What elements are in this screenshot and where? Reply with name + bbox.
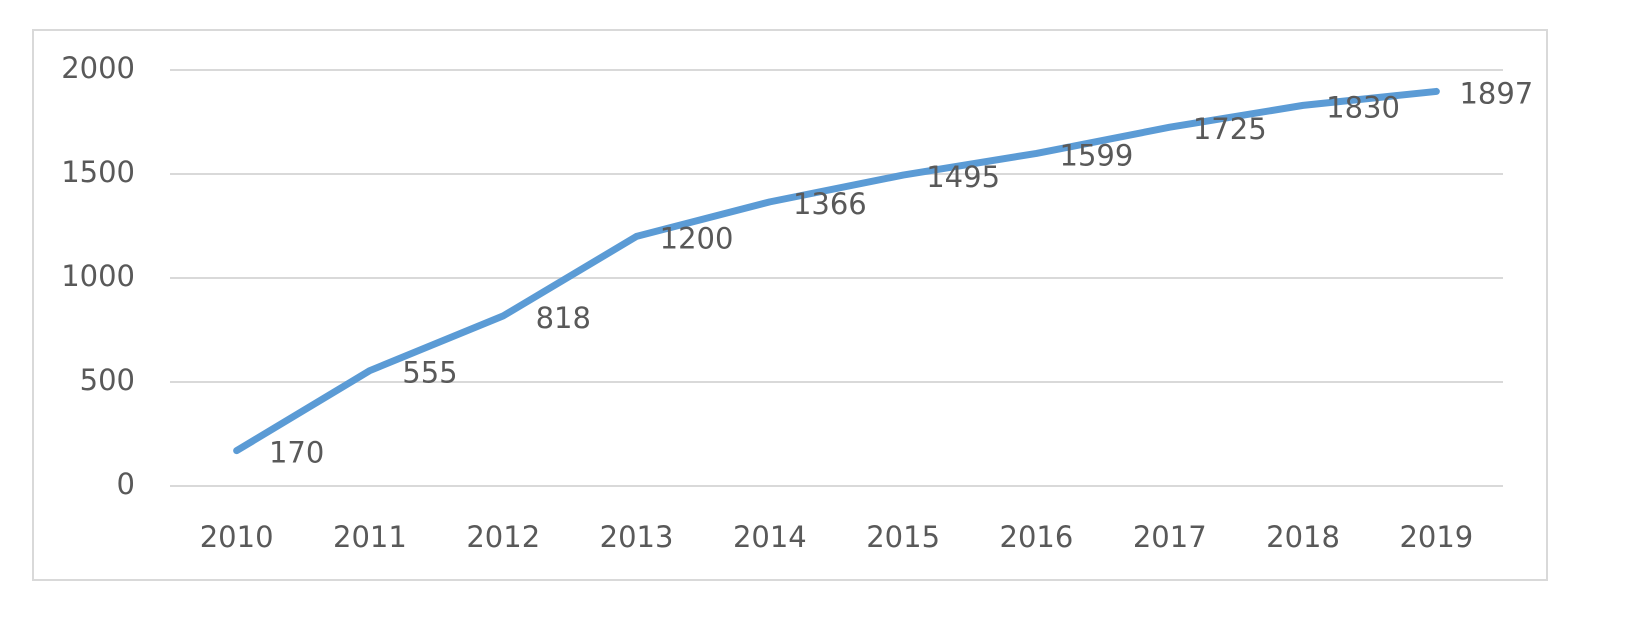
- data-label: 818: [536, 301, 591, 335]
- data-label: 1200: [660, 221, 734, 255]
- x-tick-label: 2010: [200, 520, 274, 554]
- x-tick-label: 2012: [466, 520, 540, 554]
- data-label: 1725: [1193, 112, 1267, 146]
- data-label: 170: [269, 436, 324, 470]
- data-label: 1366: [793, 187, 867, 221]
- data-label: 1495: [926, 160, 1000, 194]
- data-label: 1599: [1060, 138, 1134, 172]
- data-label: 1897: [1459, 76, 1533, 110]
- chart-frame: [32, 29, 1548, 581]
- x-tick-label: 2018: [1266, 520, 1340, 554]
- y-tick-label: 0: [117, 467, 135, 501]
- x-tick-label: 2011: [333, 520, 407, 554]
- x-tick-label: 2019: [1399, 520, 1473, 554]
- data-label: 555: [402, 356, 457, 390]
- y-tick-label: 1000: [61, 259, 135, 293]
- data-label: 1830: [1326, 90, 1400, 124]
- y-tick-label: 1500: [61, 155, 135, 189]
- x-tick-label: 2017: [1133, 520, 1207, 554]
- x-tick-label: 2015: [866, 520, 940, 554]
- x-tick-label: 2016: [1000, 520, 1074, 554]
- line: [233, 87, 1440, 455]
- x-tick-label: 2014: [733, 520, 807, 554]
- y-tick-label: 500: [80, 363, 135, 397]
- y-tick-label: 2000: [61, 51, 135, 85]
- x-tick-label: 2013: [600, 520, 674, 554]
